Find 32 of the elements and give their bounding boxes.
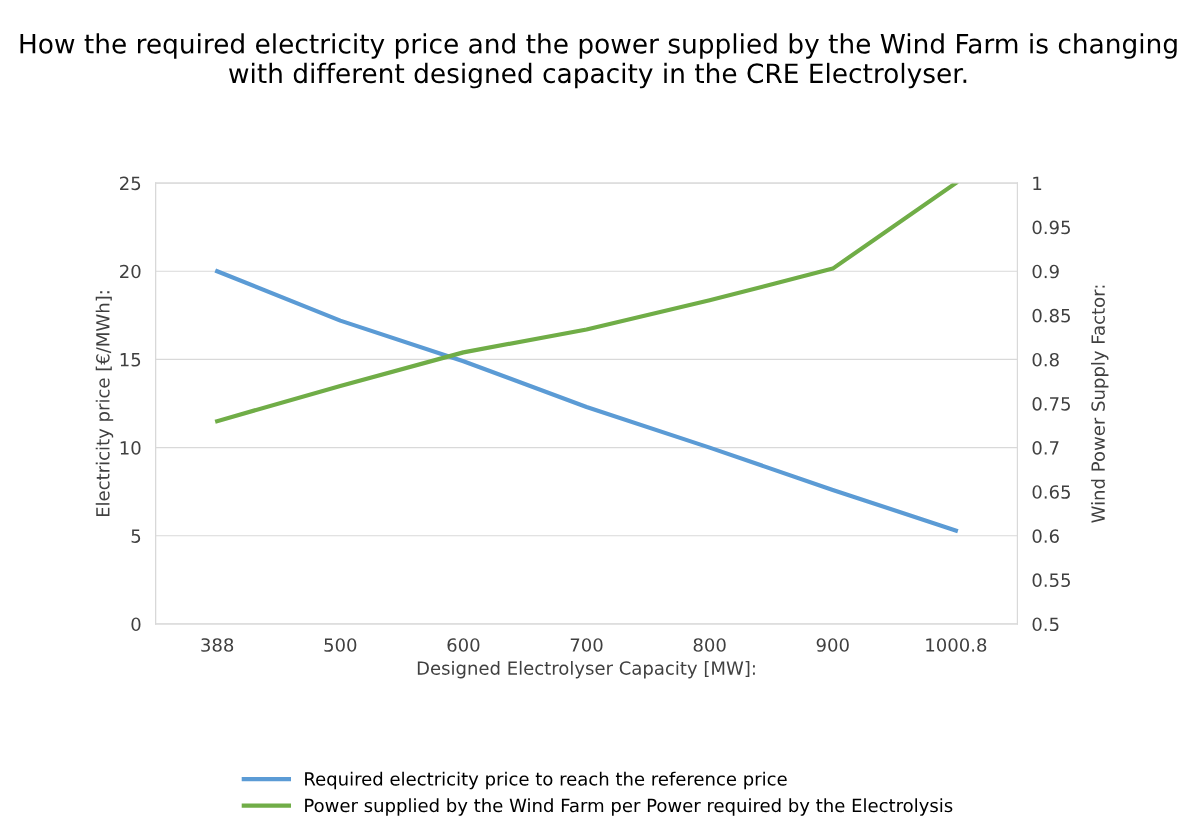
y2-tick-label: 0.6 bbox=[1032, 529, 1059, 543]
chart-title: How the required electricity price and the power supplied by the Wind Farm is changing with different designed capacity in the CRE Electrolyser. bbox=[20, 33, 1177, 89]
x-tick-label: 1000.8 bbox=[926, 638, 987, 652]
y-tick-label: 15 bbox=[120, 353, 141, 367]
y-tick-label: 10 bbox=[120, 441, 141, 455]
y2-axis-title: Wind Power Supply Factor: bbox=[1090, 285, 1109, 523]
y2-tick-label: 0.7 bbox=[1032, 441, 1059, 455]
y2-tick-label: 0.65 bbox=[1032, 485, 1070, 499]
y-tick-label: 25 bbox=[120, 176, 141, 191]
y-tick-label: 20 bbox=[120, 264, 141, 279]
legend-label: Power supplied by the Wind Farm per Power required by the Electrolysis bbox=[305, 798, 953, 816]
x-axis-title: Designed Electrolyser Capacity [MW]: bbox=[417, 660, 755, 679]
y2-tick-label: 0.95 bbox=[1032, 220, 1070, 235]
y2-tick-label: 0.5 bbox=[1032, 617, 1059, 632]
x-tick-label: 388 bbox=[201, 638, 234, 652]
line-series bbox=[215, 183, 958, 424]
y2-tick-label: 1 bbox=[1033, 176, 1042, 190]
y-tick-label: 0 bbox=[131, 617, 141, 632]
y2-tick-label: 0.55 bbox=[1032, 573, 1070, 588]
y2-tick-label: 0.85 bbox=[1032, 308, 1070, 323]
x-tick-label: 900 bbox=[816, 638, 849, 652]
y2-tick-label: 0.75 bbox=[1032, 396, 1070, 411]
x-tick-label: 600 bbox=[447, 638, 480, 652]
legend-label: Required electricity price to reach the reference price bbox=[305, 771, 787, 790]
y-tick-label: 5 bbox=[131, 529, 141, 543]
x-tick-label: 700 bbox=[570, 638, 603, 652]
y-axis-title: Electricity price [€/MWh]: bbox=[95, 291, 114, 517]
y2-tick-label: 0.8 bbox=[1032, 352, 1059, 367]
line-series bbox=[215, 269, 958, 533]
x-tick-label: 800 bbox=[693, 638, 726, 652]
x-tick-label: 500 bbox=[324, 638, 357, 652]
y2-tick-label: 0.9 bbox=[1032, 264, 1059, 279]
